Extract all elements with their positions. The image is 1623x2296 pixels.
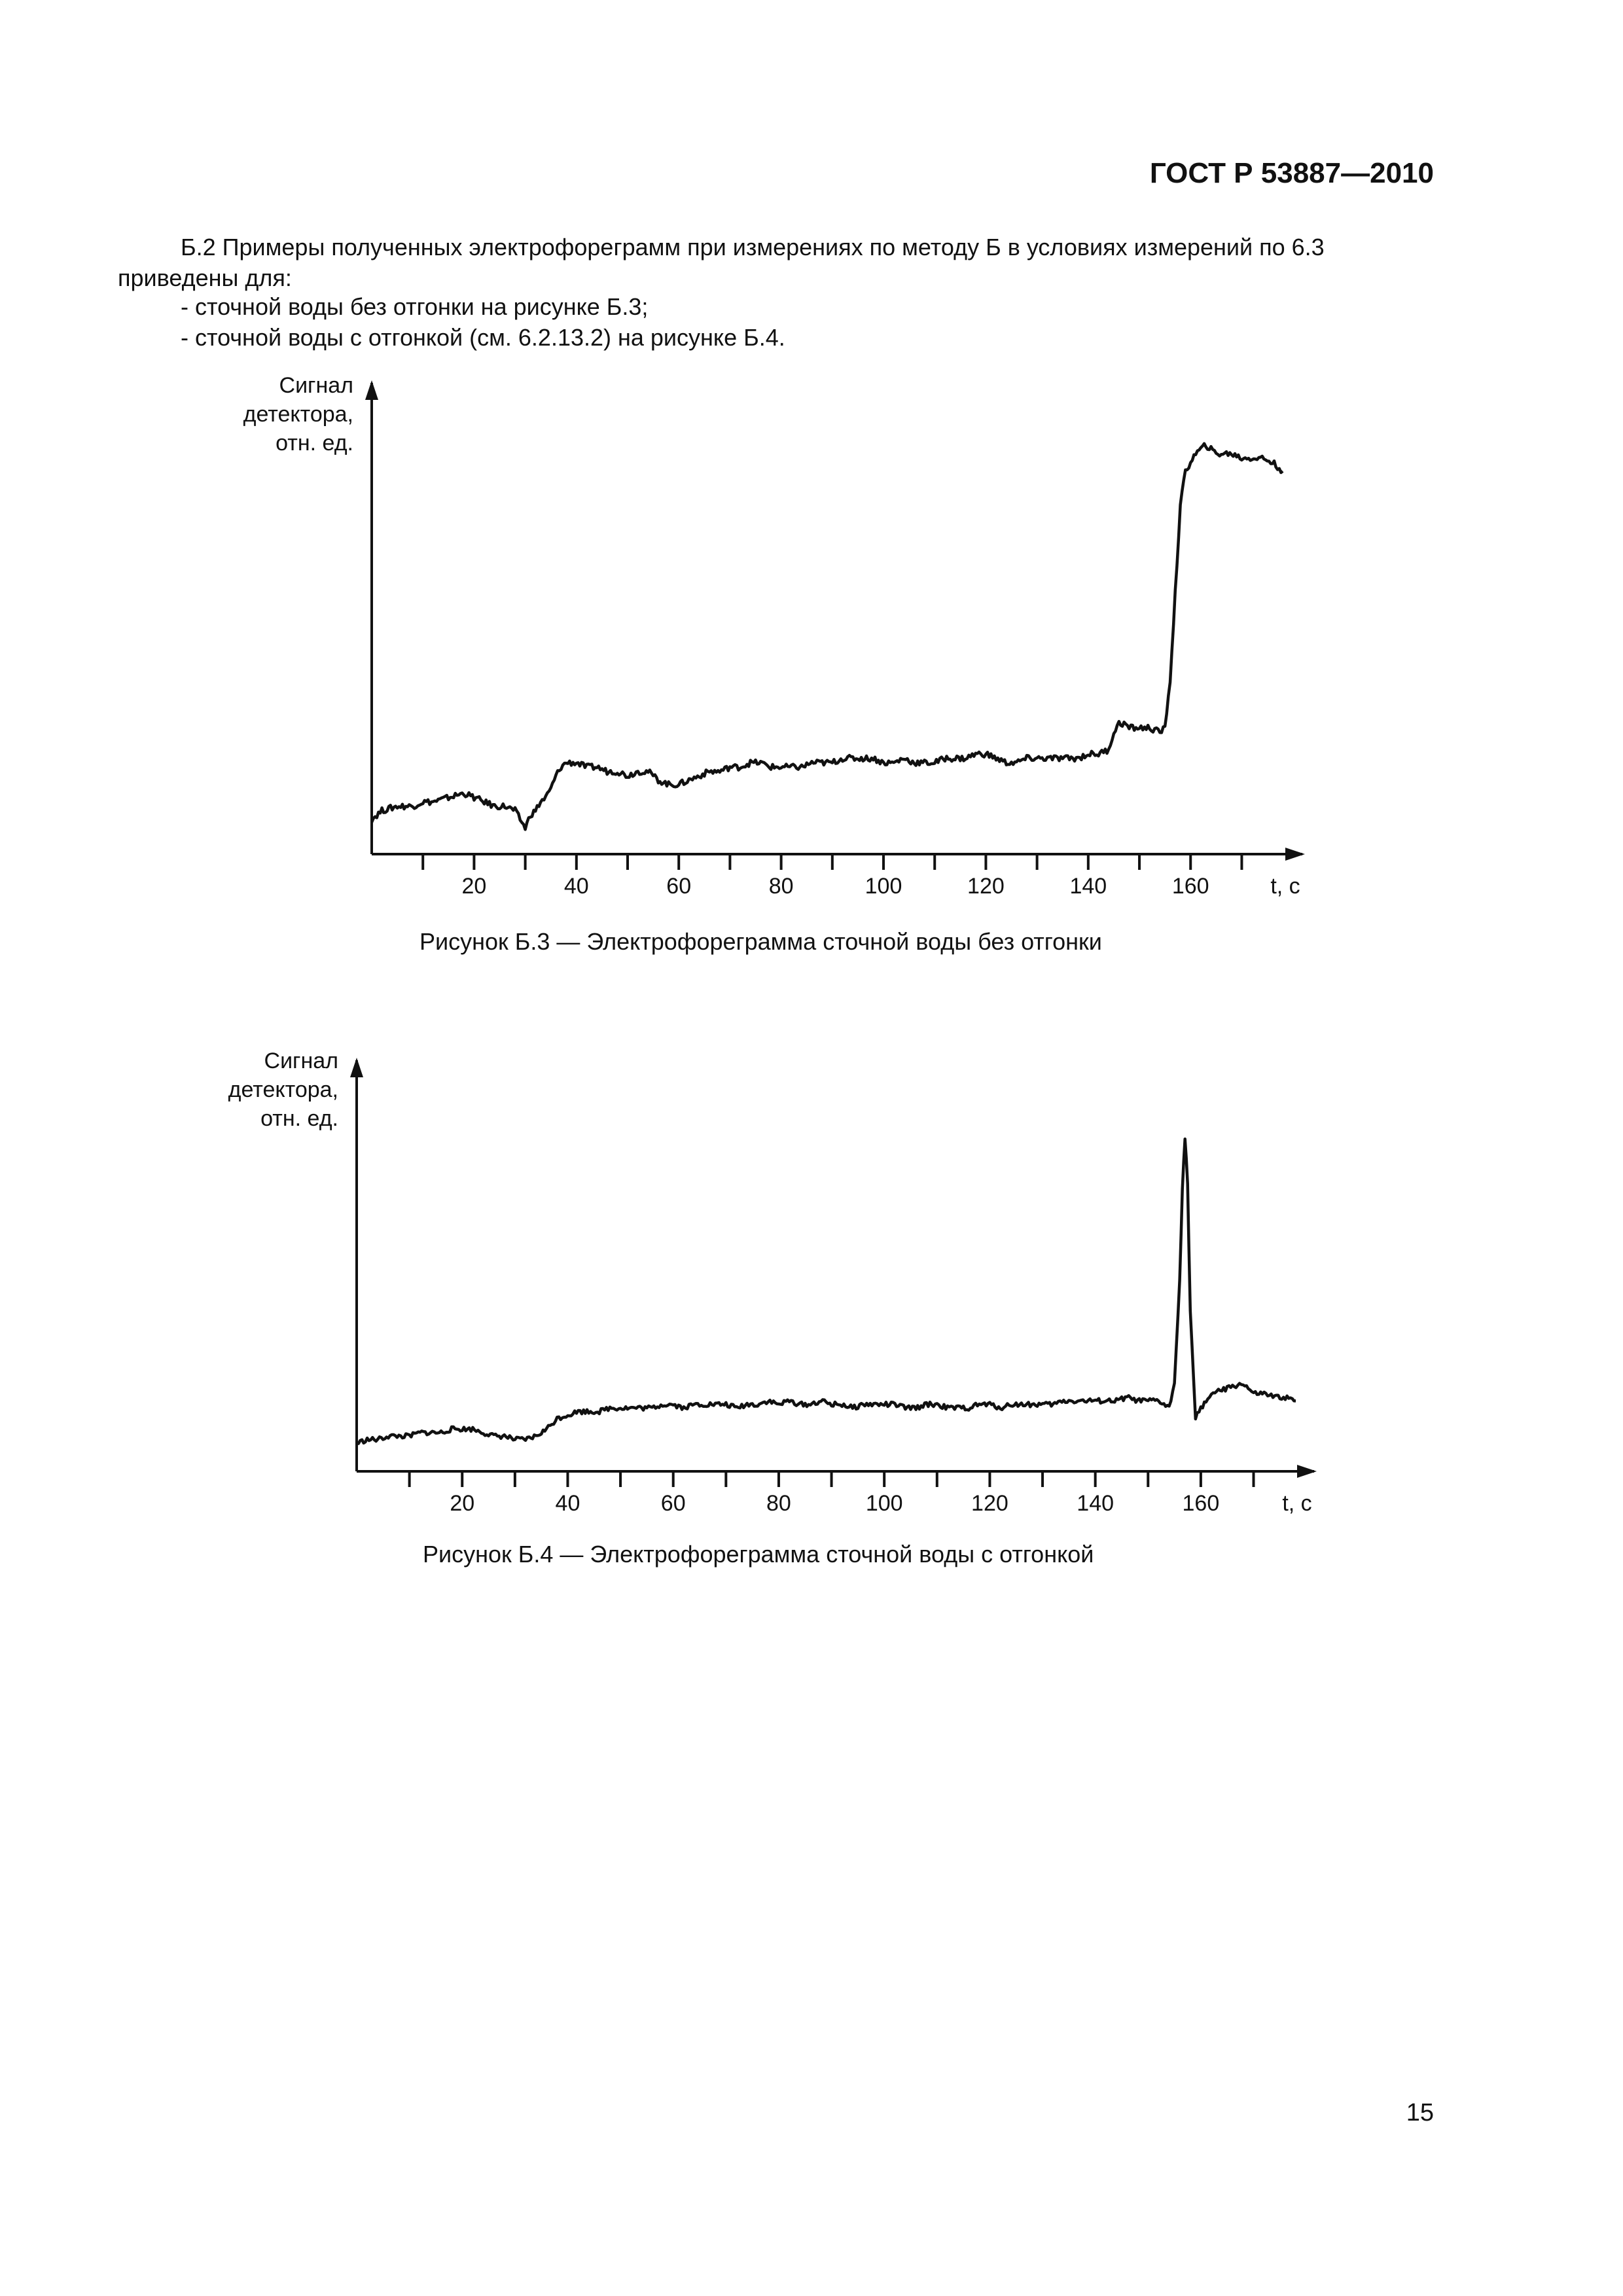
fig2-x-axis-title: t, c — [1282, 1491, 1311, 1516]
fig2-x-tick-label: 120 — [971, 1491, 1008, 1516]
fig1-x-tick-label: 100 — [865, 874, 902, 899]
fig1-x-tick-label: 120 — [967, 874, 1005, 899]
figure-b3-chart: 20 40 60 80 100 120 140 160 t, c Сигнал детектора,… — [243, 373, 1305, 899]
fig1-x-tick-label: 60 — [666, 874, 691, 899]
fig2-x-axis-arrow — [1297, 1465, 1317, 1478]
fig1-x-axis-title: t, c — [1270, 874, 1300, 899]
fig1-x-tick-label: 80 — [769, 874, 794, 899]
fig2-x-tick-label: 20 — [450, 1491, 474, 1516]
list-item-without-distillation: - сточной воды без отгонки на рисунке Б.… — [181, 293, 649, 320]
fig1-x-tick-label: 20 — [461, 874, 486, 899]
fig2-y-axis-label-line: отн. ед. — [260, 1106, 338, 1131]
fig1-y-axis-label-line: детектора, — [243, 402, 353, 427]
fig2-x-tick-label: 160 — [1183, 1491, 1220, 1516]
paragraph-b2: Б.2 Примеры полученных электрофореграмм … — [118, 234, 1325, 291]
fig2-x-tick-label: 60 — [661, 1491, 686, 1516]
fig2-x-tick-label: 100 — [866, 1491, 903, 1516]
page-number: 15 — [1406, 2099, 1434, 2126]
fig1-y-axis-label-line: отн. ед. — [276, 431, 353, 456]
fig1-y-axis-label-line: Сигнал — [279, 373, 353, 398]
fig2-x-tick-label: 140 — [1077, 1491, 1114, 1516]
fig1-x-tick-label: 140 — [1069, 874, 1107, 899]
fig1-x-tick-label: 40 — [564, 874, 589, 899]
fig1-x-tick-label: 160 — [1172, 874, 1209, 899]
figure-b3-caption: Рисунок Б.3 — Электрофореграмма сточной … — [419, 928, 1102, 955]
fig2-x-tick-label: 40 — [556, 1491, 580, 1516]
fig2-y-axis-label-line: детектора, — [228, 1077, 338, 1102]
fig2-y-axis-arrow — [350, 1058, 363, 1077]
figure-b4-caption: Рисунок Б.4 — Электрофореграмма сточной … — [423, 1541, 1094, 1568]
standard-number: ГОСТ Р 53887—2010 — [1149, 157, 1434, 189]
list-item-with-distillation: - сточной воды с отгонкой (см. 6.2.13.2)… — [181, 324, 785, 351]
fig2-x-tick-label: 80 — [766, 1491, 791, 1516]
figure-b4-chart: 20 40 60 80 100 120 140 160 t, c Сигнал детектора,… — [228, 1049, 1317, 1516]
fig2-series-line — [356, 1137, 1296, 1445]
fig1-series-line — [370, 442, 1284, 831]
fig1-x-axis-arrow — [1285, 848, 1305, 861]
fig1-y-axis-arrow — [365, 380, 378, 400]
fig2-y-axis-label-line: Сигнал — [264, 1049, 338, 1073]
